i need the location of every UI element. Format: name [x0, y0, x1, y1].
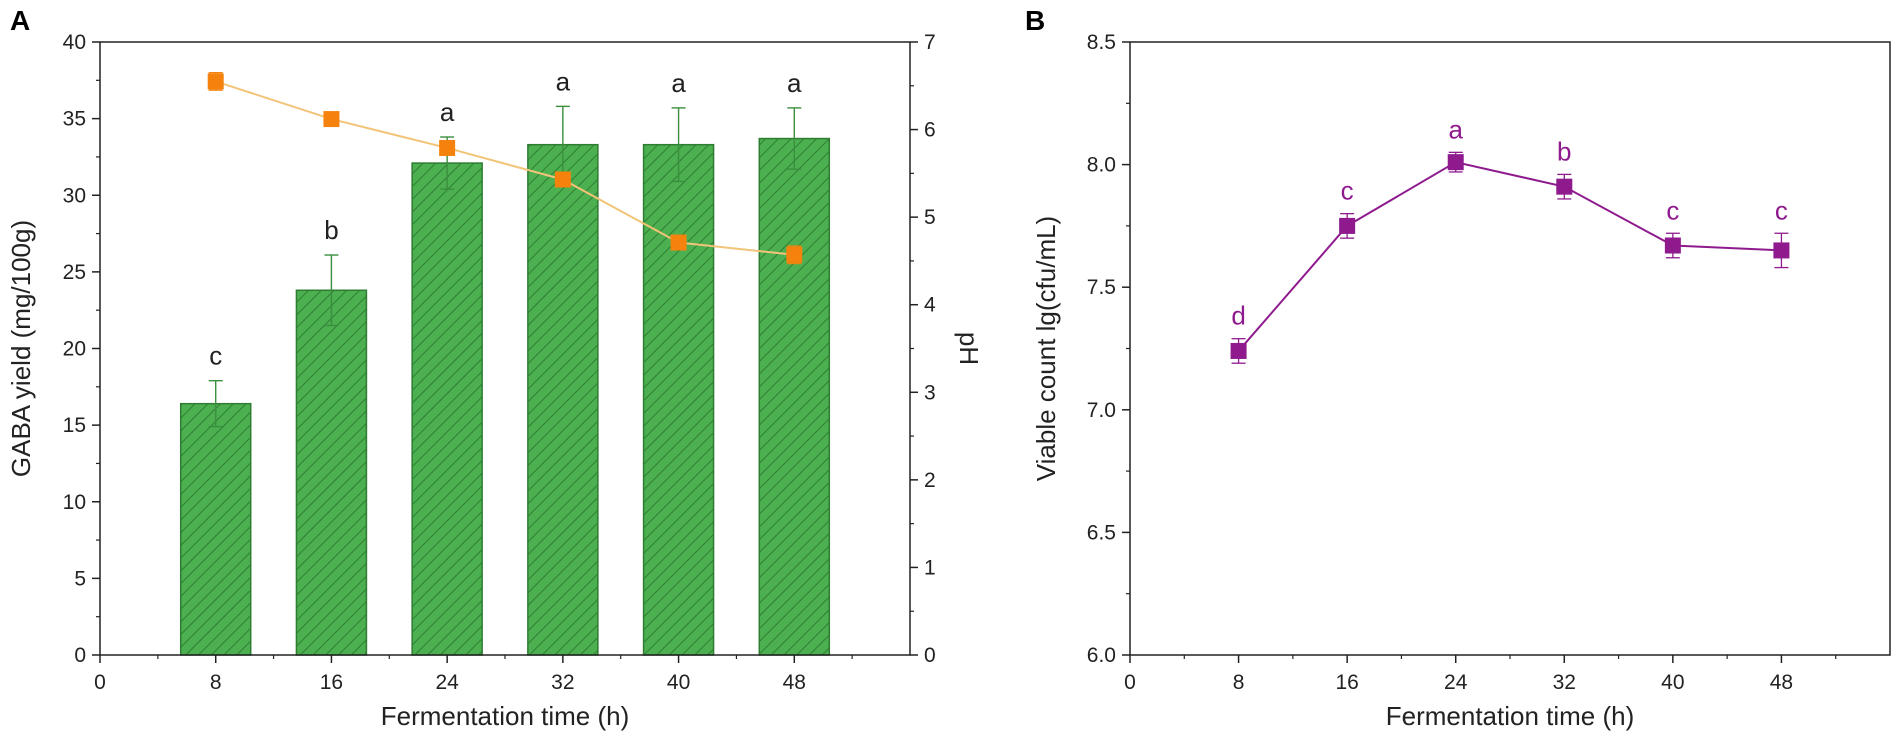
x-tick-label: 24 [435, 671, 459, 694]
gaba-bar [411, 162, 483, 656]
y-tick-label: 40 [63, 31, 86, 54]
panel-b-y-ticks: 6.0 6.5 7.0 7.5 8.0 8.5 [1087, 31, 1130, 667]
viable-count-significance-label: a [1448, 114, 1463, 144]
gaba-significance-labels: c b a a a a [209, 66, 802, 370]
y2-tick-label: 4 [924, 294, 936, 317]
viable-count-line [1237, 161, 1782, 352]
viable-count-significance-label: c [1666, 195, 1679, 225]
viable-count-point [1664, 237, 1681, 254]
x-tick-label: 32 [1553, 671, 1576, 694]
panel-b-x-axis-title: Fermentation time (h) [1386, 701, 1635, 731]
viable-count-point [1773, 242, 1790, 259]
panel-a-y2-ticks: 0 1 2 3 4 5 6 7 [910, 31, 936, 667]
y2-tick-label: 1 [924, 556, 936, 579]
gaba-significance-label: b [324, 215, 338, 245]
viable-count-point [1339, 217, 1356, 234]
gaba-bar [179, 402, 252, 656]
gaba-significance-label: a [440, 97, 455, 127]
y-tick-label: 20 [63, 338, 86, 361]
y2-tick-label: 0 [924, 644, 936, 667]
x-tick-label: 16 [1335, 671, 1358, 694]
viable-count-point [1556, 178, 1573, 195]
gaba-significance-label: a [671, 68, 686, 98]
gaba-bar [295, 289, 368, 656]
y2-tick-label: 2 [924, 469, 936, 492]
ph-point [207, 73, 224, 90]
y-tick-label: 7.5 [1087, 276, 1116, 299]
y-tick-label: 35 [63, 108, 86, 131]
y2-tick-label: 6 [924, 119, 936, 142]
panel-a-x-ticks: 0 8 16 24 32 40 48 [94, 655, 853, 694]
ph-point [323, 111, 340, 128]
viable-count-series: d c a b c c [1230, 114, 1790, 364]
y2-tick-label: 7 [924, 31, 936, 54]
viable-count-point [1230, 342, 1247, 359]
y-tick-label: 10 [63, 491, 86, 514]
gaba-bar [642, 143, 715, 656]
gaba-bar [527, 143, 599, 656]
panel-b-x-ticks: 0 8 16 24 32 40 48 [1124, 655, 1837, 694]
ph-point [786, 246, 803, 263]
y2-tick-label: 3 [924, 381, 936, 404]
viable-count-significance-label: d [1231, 301, 1245, 331]
gaba-bar [758, 137, 831, 656]
y-tick-label: 6.0 [1087, 644, 1116, 667]
x-tick-label: 8 [1233, 671, 1245, 694]
gaba-significance-label: a [787, 68, 802, 98]
y-tick-label: 8.5 [1087, 31, 1116, 54]
gaba-bars [179, 137, 831, 656]
gaba-significance-label: a [556, 66, 571, 96]
viable-count-significance-label: c [1341, 176, 1354, 206]
ph-point [670, 234, 687, 251]
panel-a-y2-axis-title: pH [954, 332, 984, 365]
ph-series [207, 72, 803, 265]
x-tick-label: 48 [783, 671, 806, 694]
panel-a-y-ticks: 0 5 10 15 20 25 30 35 40 [63, 31, 100, 667]
x-tick-label: 48 [1770, 671, 1793, 694]
viable-count-point [1447, 154, 1464, 171]
x-tick-label: 40 [667, 671, 690, 694]
x-tick-label: 32 [551, 671, 574, 694]
ph-point [439, 139, 456, 156]
ph-point [554, 171, 571, 188]
viable-count-significance-label: c [1775, 195, 1788, 225]
y-tick-label: 7.0 [1087, 399, 1116, 422]
y2-tick-label: 5 [924, 206, 936, 229]
panel-b-y-axis-title: Viable count lg(cfu/mL) [1031, 216, 1061, 481]
gaba-significance-label: c [209, 341, 222, 371]
y-tick-label: 30 [63, 184, 86, 207]
viable-count-significance-label: b [1557, 136, 1571, 166]
y-tick-label: 6.5 [1087, 521, 1116, 544]
y-tick-label: 15 [63, 414, 86, 437]
y-tick-label: 25 [63, 261, 86, 284]
panel-a-letter: A [10, 5, 30, 36]
y-tick-label: 8.0 [1087, 154, 1116, 177]
x-tick-label: 40 [1661, 671, 1684, 694]
panel-b-letter: B [1025, 5, 1045, 36]
panel-b: B d c a b c c 0 8 16 24 32 40 48 6.0 6.5 7.0 7.5 8.0 8.5… [1025, 5, 1891, 731]
x-tick-label: 0 [1124, 671, 1136, 694]
x-tick-label: 0 [94, 671, 106, 694]
ph-line [215, 80, 795, 256]
y-tick-label: 5 [74, 567, 86, 590]
panel-a-x-axis-title: Fermentation time (h) [381, 701, 630, 731]
y-tick-label: 0 [74, 644, 86, 667]
x-tick-label: 24 [1444, 671, 1468, 694]
x-tick-label: 8 [210, 671, 222, 694]
x-tick-label: 16 [320, 671, 343, 694]
panel-a-y-axis-title: GABA yield (mg/100g) [6, 220, 36, 477]
